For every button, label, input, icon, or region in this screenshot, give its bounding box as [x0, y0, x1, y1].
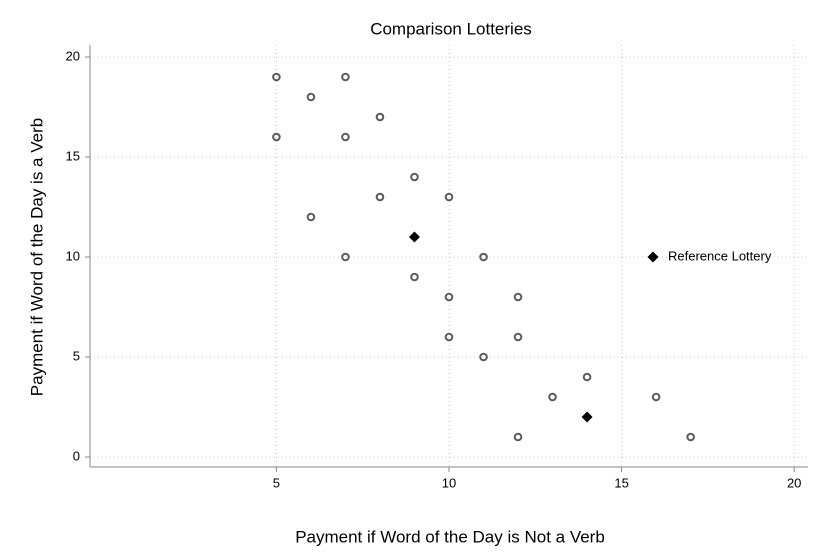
x-axis-title: Payment if Word of the Day is Not a Verb [295, 527, 605, 546]
y-tick-label: 20 [66, 48, 80, 63]
point [306, 92, 316, 102]
point [548, 392, 557, 402]
point [272, 132, 281, 142]
legend-label: Reference Lottery [668, 248, 772, 263]
x-tick-label: 20 [787, 475, 801, 490]
point [479, 352, 488, 362]
x-tick-label: 15 [614, 475, 628, 490]
point [582, 372, 592, 382]
point [444, 192, 454, 202]
point [410, 172, 419, 182]
point [306, 212, 316, 222]
legend-item: Reference Lottery [668, 248, 772, 263]
y-axis-title: Payment if Word of the Day is a Verb [27, 118, 46, 396]
point [410, 272, 419, 282]
point [375, 192, 385, 202]
point [341, 72, 350, 82]
point [444, 292, 454, 302]
y-tick-label: 10 [66, 248, 80, 263]
x-tick-label: 10 [442, 475, 456, 490]
point [513, 432, 523, 442]
point [686, 432, 695, 442]
point [581, 411, 593, 423]
point [479, 252, 488, 262]
legend-marker [647, 251, 659, 263]
point [375, 112, 385, 122]
chart-title: Comparison Lotteries [370, 19, 532, 38]
point [341, 252, 350, 262]
y-tick-label: 15 [66, 148, 80, 163]
point [408, 231, 420, 243]
x-tick-label: 5 [273, 475, 280, 490]
point [651, 392, 661, 402]
point [513, 292, 523, 302]
point [341, 132, 350, 142]
y-tick-label: 0 [73, 448, 80, 463]
y-tick-label: 5 [73, 348, 80, 363]
point [444, 332, 454, 342]
point [272, 72, 281, 82]
point [513, 332, 523, 342]
